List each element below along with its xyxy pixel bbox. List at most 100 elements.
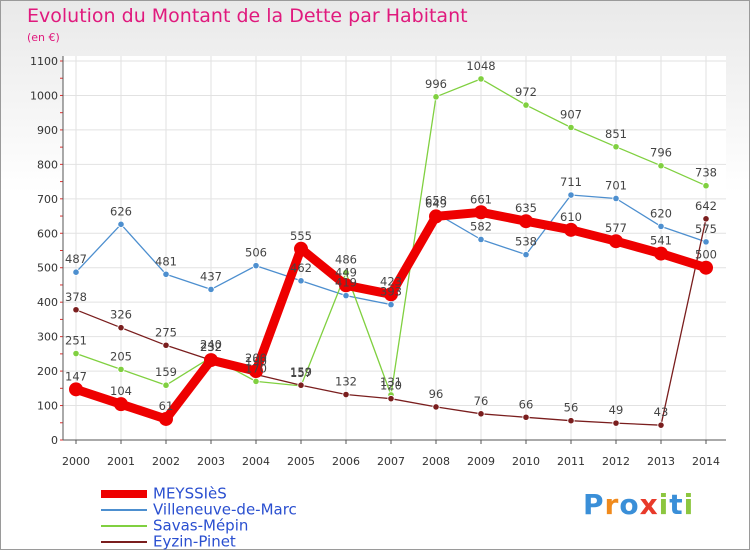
y-tick-label: 600 — [37, 227, 58, 240]
data-point — [297, 277, 305, 285]
y-tick-label: 900 — [37, 124, 58, 137]
data-point — [69, 382, 83, 397]
x-tick-label: 2013 — [647, 455, 675, 468]
x-tick-label: 2001 — [107, 455, 135, 468]
data-label: 449 — [335, 265, 357, 279]
x-tick-label: 2011 — [557, 455, 585, 468]
data-point — [72, 306, 80, 314]
labels-eyzin-pinet: 378 326 275 232 190 159 132 120 96 76 66 56 49 43 642 — [65, 199, 717, 419]
proxiti-logo: Proxiti — [583, 488, 694, 521]
data-label: 205 — [110, 349, 132, 363]
x-tick-label: 2012 — [602, 455, 630, 468]
data-label: 200 — [245, 351, 267, 365]
data-label: 56 — [564, 401, 579, 415]
data-label: 251 — [65, 334, 87, 348]
data-point — [477, 75, 485, 83]
data-point — [699, 260, 713, 275]
y-tick-label: 400 — [37, 296, 58, 309]
data-point — [117, 220, 125, 228]
data-point — [384, 287, 398, 302]
data-point — [477, 235, 485, 244]
y-tick-label: 100 — [37, 400, 58, 413]
y-tick-label: 500 — [37, 262, 58, 275]
data-label: 61 — [159, 399, 174, 413]
data-point — [474, 205, 488, 220]
x-tick-label: 2008 — [422, 455, 450, 468]
data-point — [339, 278, 353, 293]
data-point — [657, 222, 665, 230]
logo-letter: r — [604, 488, 620, 521]
labels-savas-mepin: 251 205 159 240 170 157 486 131 996 1048 972 907 851… — [65, 59, 717, 389]
series-villeneuve-de-marc — [72, 191, 710, 309]
data-label: 486 — [335, 253, 357, 267]
data-point — [522, 101, 530, 109]
data-label: 131 — [380, 375, 402, 389]
data-label: 43 — [654, 405, 669, 419]
chart-title: Evolution du Montant de la Dette par Hab… — [27, 5, 468, 27]
data-label: 437 — [200, 269, 222, 283]
data-point — [657, 162, 665, 170]
y-tick-label: 0 — [51, 434, 58, 447]
data-label: 555 — [290, 229, 312, 243]
legend-item-savas-mepin: Savas-Mépin — [101, 516, 297, 535]
legend: MEYSSIèS Villeneuve-de-Marc Savas-Mépin Eyz… — [101, 484, 297, 551]
data-point — [432, 403, 440, 411]
data-label: 972 — [515, 85, 537, 99]
x-tick-label: 2010 — [512, 455, 540, 468]
data-point — [162, 270, 170, 278]
data-point — [204, 353, 218, 368]
data-label: 582 — [470, 219, 492, 233]
y-tick-label: 1100 — [30, 55, 58, 68]
data-label: 190 — [245, 355, 267, 369]
data-label: 275 — [155, 325, 177, 339]
data-point — [162, 381, 170, 389]
data-label: 610 — [560, 210, 582, 224]
data-point — [297, 381, 305, 389]
data-label: 481 — [155, 254, 177, 268]
unit-label: (en €) — [27, 31, 60, 44]
data-point — [162, 341, 170, 349]
data-point — [612, 419, 620, 427]
data-label: 378 — [65, 290, 87, 304]
x-tick-label: 2014 — [692, 455, 720, 468]
logo-letter: o — [619, 488, 640, 521]
legend-label: MEYSSIèS — [153, 484, 227, 503]
x-tick-label: 2009 — [467, 455, 495, 468]
data-label: 232 — [200, 340, 222, 354]
data-label: 132 — [335, 375, 357, 389]
legend-label: Eyzin-Pinet — [153, 532, 236, 551]
data-label: 701 — [605, 178, 627, 192]
legend-item-eyzin-pinet: Eyzin-Pinet — [101, 532, 297, 551]
legend-swatch — [101, 540, 147, 543]
data-label: 500 — [695, 248, 717, 262]
data-label: 1048 — [466, 59, 495, 73]
legend-label: Savas-Mépin — [153, 516, 249, 535]
data-point — [342, 268, 350, 277]
data-point — [72, 349, 80, 358]
data-point — [252, 377, 260, 386]
data-label: 326 — [110, 308, 132, 322]
data-label: 658 — [425, 193, 447, 207]
data-label: 423 — [380, 274, 402, 288]
data-point — [252, 262, 260, 270]
y-tick-label: 700 — [37, 193, 58, 206]
logo-letter: i — [658, 488, 670, 521]
data-label: 575 — [695, 222, 717, 236]
legend-item-villeneuve-de-marc: Villeneuve-de-Marc — [101, 501, 297, 518]
data-point — [612, 143, 620, 151]
data-label: 393 — [380, 285, 402, 299]
data-point — [702, 238, 710, 246]
data-point — [72, 268, 80, 276]
data-point — [159, 411, 173, 426]
logo-letter: x — [639, 488, 659, 521]
labels-villeneuve-de-marc: 487 626 481 437 506 462 419 393 658 582 538 711 701 6… — [65, 175, 717, 299]
data-label: 159 — [290, 365, 312, 379]
labels-meyssies: 147 104 61 232 200 555 449 423 649 661 635 610 577 54… — [65, 192, 717, 413]
data-point — [249, 364, 263, 379]
y-tick-label: 200 — [37, 365, 58, 378]
y-tick-label: 1000 — [30, 89, 58, 102]
data-point — [294, 241, 308, 256]
data-label: 996 — [425, 77, 447, 91]
data-point — [522, 251, 530, 259]
